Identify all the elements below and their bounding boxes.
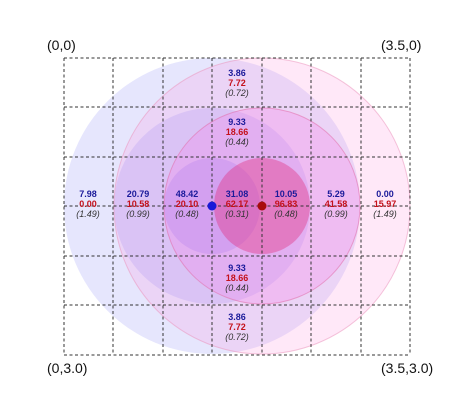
cell-far-left-blue-value: 7.98 [79,189,97,199]
cell-center-red-value: 62.17 [226,199,249,209]
red-source-dot [257,201,267,211]
corner-label-bottom-right: (3.5,3.0) [381,360,433,376]
cell-far-left: 7.980.00(1.49) [76,189,100,219]
cell-far-left-ratio-value: (1.49) [76,209,100,219]
cell-center-blue-value: 31.08 [226,189,249,199]
cell-bottom-blue-value: 3.86 [228,312,246,322]
cell-top-ratio-value: (0.72) [225,88,249,98]
corner-label-bottom-left: (0,3.0) [47,360,87,376]
cell-upper-blue-value: 9.33 [228,117,246,127]
cell-far-left-red-value: 0.00 [79,199,97,209]
cell-top-red-value: 7.72 [228,78,246,88]
cell-bottom: 3.867.72(0.72) [225,312,249,342]
cell-lower-ratio-value: (0.44) [225,283,249,293]
cell-bottom-red-value: 7.72 [228,322,246,332]
cell-top: 3.867.72(0.72) [225,68,249,98]
cell-center-ratio-value: (0.31) [225,209,249,219]
cell-far-right-blue-value: 0.00 [376,189,394,199]
cell-top-blue-value: 3.86 [228,68,246,78]
cell-far-right-ratio-value: (1.49) [373,209,397,219]
cell-near-right-red-value: 96.83 [275,199,298,209]
cell-lower-red-value: 18.66 [226,273,249,283]
cell-bottom-ratio-value: (0.72) [225,332,249,342]
corner-label-top-left: (0,0) [47,37,76,53]
cell-right-red-value: 41.58 [325,199,348,209]
cell-upper-red-value: 18.66 [226,127,249,137]
dashed-grid [63,57,411,356]
cell-values: 3.867.72(0.72)9.3318.66(0.44)7.980.00(1.… [76,68,397,342]
cell-lower-blue-value: 9.33 [228,263,246,273]
corner-label-top-right: (3.5,0) [381,37,421,53]
cell-near-left-ratio-value: (0.48) [175,209,199,219]
cell-near-right-blue-value: 10.05 [275,189,298,199]
cell-right-blue-value: 5.29 [327,189,345,199]
cell-left-red-value: 10.58 [127,199,150,209]
cell-left-blue-value: 20.79 [127,189,150,199]
cell-far-right-red-value: 15.97 [374,199,397,209]
cell-near-right-ratio-value: (0.48) [274,209,298,219]
cell-upper-ratio-value: (0.44) [225,137,249,147]
blue-source-dot [207,201,217,211]
cell-left-ratio-value: (0.99) [126,209,150,219]
cell-near-left-blue-value: 48.42 [176,189,199,199]
cell-near-left-red-value: 20.10 [176,199,199,209]
cell-right-ratio-value: (0.99) [324,209,348,219]
